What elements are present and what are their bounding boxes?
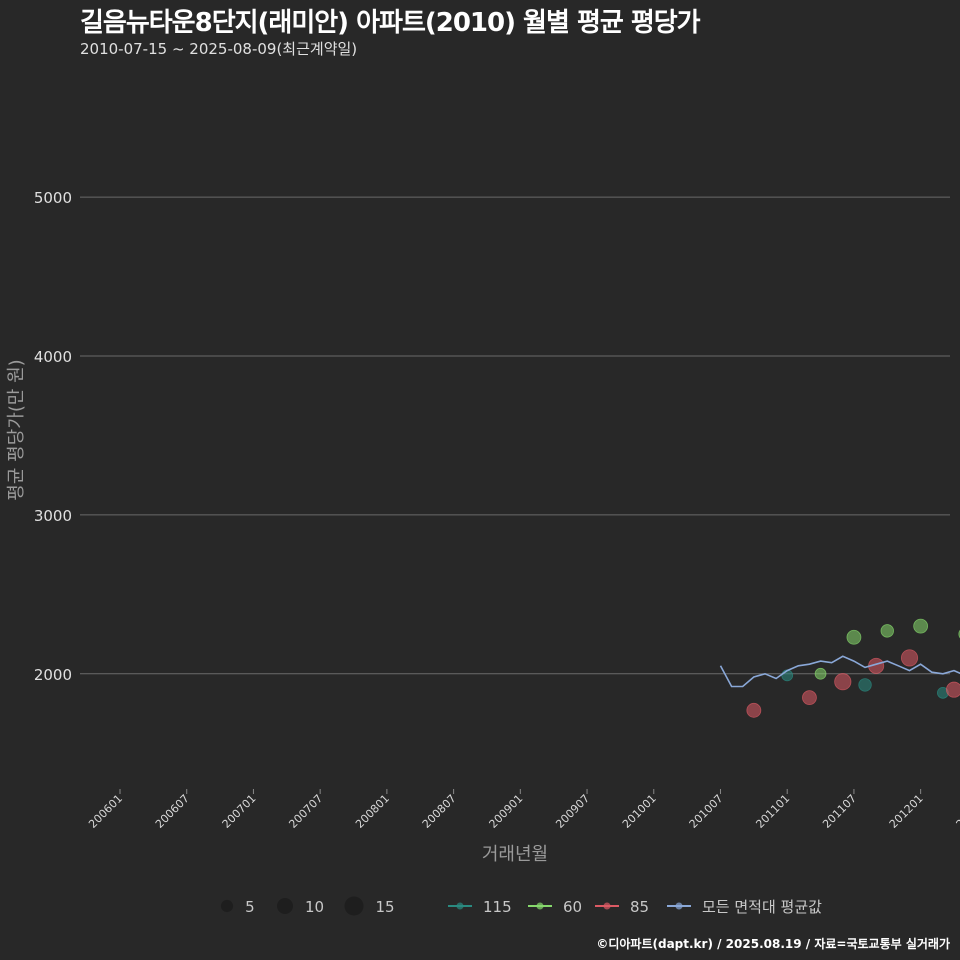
point-60 <box>913 618 929 634</box>
point-85 <box>746 702 762 718</box>
x-tick-label: 200701 <box>220 792 259 831</box>
chart-title: 길음뉴타운8단지(래미안) 아파트(2010) 월별 평균 평당가 <box>80 8 701 38</box>
y-tick-label: 4000 <box>34 348 72 366</box>
legend-color-label: 115 <box>483 898 512 916</box>
legend-color-label: 60 <box>563 898 582 916</box>
point-85 <box>945 681 960 698</box>
point-60 <box>880 624 894 638</box>
x-tick-labels: 200601 200607 200701 200707 200801 200807 2009… <box>86 789 960 831</box>
point-85 <box>900 649 919 667</box>
x-tick-label: 200907 <box>553 792 592 831</box>
legend-point-swatch <box>456 902 464 910</box>
legend-size-swatch <box>276 897 294 915</box>
y-tick-label: 5000 <box>34 189 72 207</box>
legend-color-label: 85 <box>630 898 649 916</box>
x-tick-label: 200601 <box>86 792 125 831</box>
point-85 <box>834 673 852 691</box>
point-115 <box>858 678 872 692</box>
x-tick-label: 200901 <box>487 792 526 831</box>
x-tick-label: 200801 <box>353 792 392 831</box>
legend: 5 10 15 115 60 85 모든 면적대 평균값 <box>220 896 822 916</box>
x-tick-label: 200707 <box>286 792 325 831</box>
y-tick-label: 3000 <box>34 507 72 525</box>
x-tick-label: 200607 <box>153 792 192 831</box>
legend-point-swatch <box>675 902 683 910</box>
point-85 <box>802 690 817 706</box>
legend-size-swatch <box>344 896 364 916</box>
point-60 <box>814 667 827 680</box>
y-tick-labels: 2000 3000 4000 5000 <box>34 189 72 684</box>
chart-subtitle: 2010-07-15 ~ 2025-08-09(최근계약일) <box>80 40 358 58</box>
x-tick-label: 201007 <box>687 792 726 831</box>
x-tick-label: 201201 <box>887 792 926 831</box>
x-tick-label: 201101 <box>753 792 792 831</box>
x-tick-label: 201207 <box>954 792 960 831</box>
y-tick-label: 2000 <box>34 666 72 684</box>
legend-size-label: 10 <box>305 898 324 916</box>
point-60 <box>846 629 862 645</box>
x-tick-label: 201107 <box>820 792 859 831</box>
source-caption: ©디아파트(dapt.kr) / 2025.08.19 / 자료=국토교통부 실… <box>596 937 950 951</box>
y-axis-label: 평균 평당가(만 원) <box>6 359 27 500</box>
x-axis-label: 거래년월 <box>482 844 548 865</box>
legend-point-swatch <box>603 902 611 910</box>
grid-lines <box>80 196 950 675</box>
data-points <box>746 618 960 718</box>
legend-size-label: 5 <box>245 898 255 916</box>
legend-size-label: 15 <box>375 898 394 916</box>
x-tick-label: 201001 <box>620 792 659 831</box>
legend-size-swatch <box>220 899 234 913</box>
x-tick-label: 200807 <box>420 792 459 831</box>
legend-point-swatch <box>536 902 544 910</box>
legend-color-label: 모든 면적대 평균값 <box>702 898 822 916</box>
